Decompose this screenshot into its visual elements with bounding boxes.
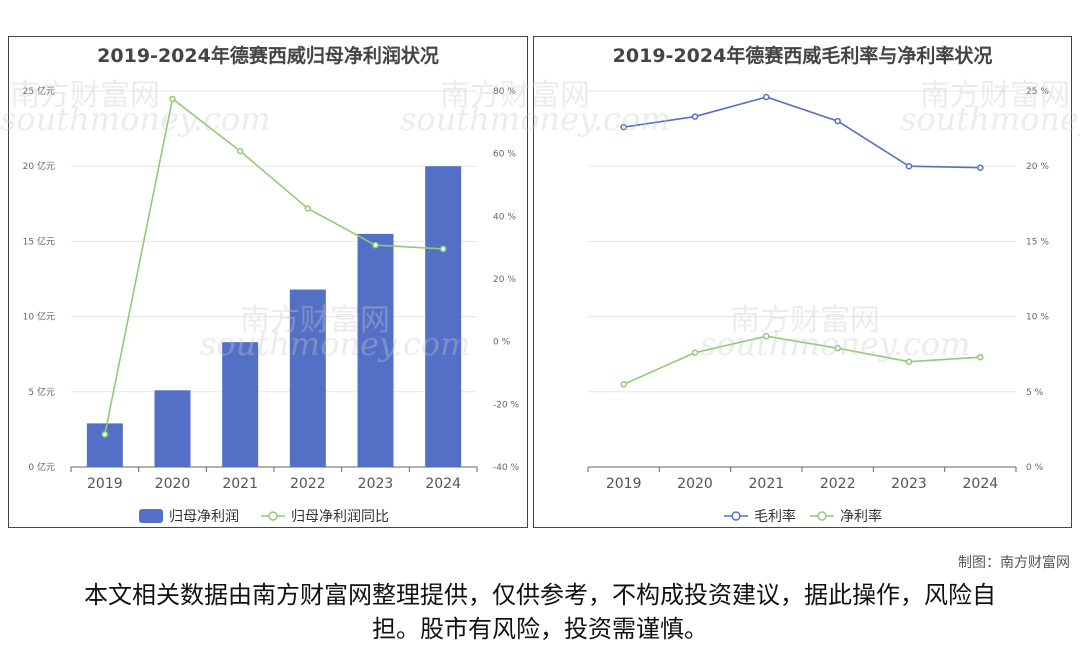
y-tick-label-right: 60 % [493,150,516,160]
y-tick-label-right: 25 % [1026,87,1049,97]
legend-marker-1 [817,511,827,521]
y-tick-label-right: 20 % [1026,162,1049,172]
bar-2023 [357,233,394,467]
bar-2020 [154,390,191,467]
bar-2022 [289,289,326,467]
y-tick-label-left: 15 亿元 [23,235,55,247]
x-tick-label: 2023 [891,476,927,492]
legend-label-1: 净利率 [840,508,882,525]
chart-title: 2019-2024年德赛西威归母净利润状况 [97,45,439,67]
x-tick-label: 2020 [677,476,713,492]
yoy-point-2022 [304,205,312,212]
x-tick-label: 2019 [606,476,642,492]
yoy-point-2024 [439,245,447,253]
chart-title: 2019-2024年德赛西威毛利率与净利率状况 [612,45,993,67]
y-tick-label-right: 15 % [1026,237,1049,247]
yoy-point-2021 [236,147,244,155]
legend-swatch-bar [139,509,163,523]
y-tick-label-right: 40 % [493,212,516,222]
disclaimer-text: 本文相关数据由南方财富网整理提供，仅供参考，不构成投资建议，据此操作，风险自担。… [84,581,996,643]
y-tick-label-left: 10 亿元 [23,311,55,323]
y-tick-label-right: 10 % [1026,313,1049,323]
y-tick-label-right: 0 % [1026,463,1044,473]
legend-label-bar: 归母净利润 [169,508,239,525]
x-tick-label: 2023 [358,476,394,492]
legend-label-line: 归母净利润同比 [291,508,389,525]
chart-panel-margins: 2019-2024年德赛西威毛利率与净利率状况 0 % 5 % 10 % 15 % 20… [533,36,1072,528]
series-1-point-2022 [834,344,841,352]
series-1-point-2023 [905,358,913,365]
margin-chart: 0 % 5 % 10 % 15 % 20 % 25 % 2019 2020 2021 2022 20… [587,87,1049,525]
series-line-1 [623,335,981,386]
series-0-point-2021 [763,93,770,101]
y-tick-label-right: 20 % [493,275,516,285]
x-tick-label: 2020 [155,476,191,492]
y-tick-label-left: 20 亿元 [23,160,55,172]
y-tick-label-right: -20 % [493,400,520,410]
yoy-point-2020 [169,95,176,103]
series-0-point-2023 [905,162,913,170]
yoy-point-2023 [372,241,379,249]
legend-marker-0 [731,511,741,521]
y-tick-label-left: 25 亿元 [23,85,55,97]
net-profit-chart: 0 亿元 5 亿元 10 亿元 15 亿元 20 亿元 25 亿元 -40 % -20 % 0 … [23,85,520,525]
y-tick-label-right: -40 % [493,463,520,473]
series-line-0 [623,96,981,169]
y-tick-label-right: 0 % [493,338,511,348]
chart-panel-net-profit: 2019-2024年德赛西威归母净利润状况 0 亿元 5 亿元 10 亿元 15 亿元… [8,36,528,528]
y-tick-label-left: 0 亿元 [28,461,55,473]
bar-2024 [425,166,462,467]
bar-2019 [86,423,123,467]
chart-credit: 制图：南方财富网 [958,555,1070,571]
series-1-point-2021 [763,332,770,340]
bar-2021 [222,342,259,467]
series-0-point-2024 [977,164,984,171]
series-0-point-2019 [620,123,627,131]
y-tick-label-left: 5 亿元 [28,386,55,398]
x-tick-label: 2024 [425,476,461,492]
y-tick-label-right: 80 % [493,87,516,97]
x-tick-label: 2021 [222,476,258,492]
series-1-point-2024 [977,353,984,361]
series-1-point-2019 [620,381,627,388]
x-tick-label: 2024 [963,476,999,492]
legend-label-0: 毛利率 [754,508,796,525]
x-tick-label: 2019 [87,476,123,492]
series-0-point-2020 [691,113,699,120]
series-1-point-2020 [691,349,699,356]
x-tick-label: 2021 [749,476,785,492]
yoy-line [104,97,444,435]
x-tick-label: 2022 [820,476,856,492]
x-tick-label: 2022 [290,476,326,492]
y-tick-label-right: 5 % [1026,388,1044,398]
series-0-point-2022 [834,117,841,125]
legend-marker-line [268,511,278,521]
yoy-point-2019 [101,431,109,438]
